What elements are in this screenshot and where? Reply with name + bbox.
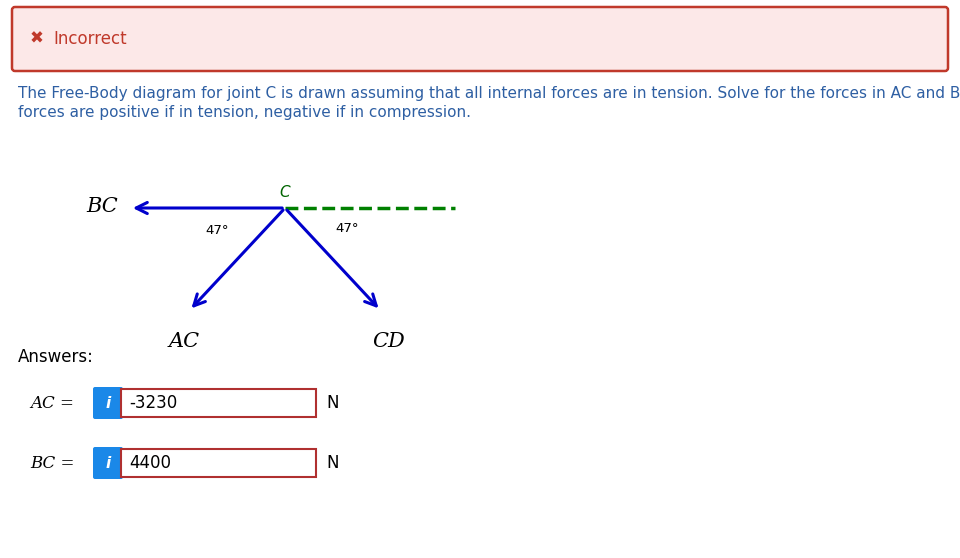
FancyBboxPatch shape [93, 447, 123, 479]
Text: Answers:: Answers: [18, 348, 94, 366]
Text: ✖: ✖ [30, 30, 44, 48]
Text: -3230: -3230 [129, 394, 178, 412]
FancyBboxPatch shape [121, 449, 316, 477]
Text: 47°: 47° [335, 222, 359, 234]
Text: 4400: 4400 [129, 454, 171, 472]
Text: N: N [326, 454, 339, 472]
Text: 47°: 47° [205, 224, 228, 237]
Text: AC: AC [169, 333, 200, 352]
Text: i: i [106, 396, 110, 411]
Text: forces are positive if in tension, negative if in compression.: forces are positive if in tension, negat… [18, 105, 471, 120]
Text: N: N [326, 394, 339, 412]
Text: Incorrect: Incorrect [53, 30, 127, 48]
Text: CD: CD [372, 333, 405, 352]
Text: i: i [106, 455, 110, 470]
FancyBboxPatch shape [121, 389, 316, 417]
Text: BC =: BC = [30, 455, 74, 472]
Text: BC: BC [86, 196, 118, 215]
FancyBboxPatch shape [12, 7, 948, 71]
Text: C: C [279, 185, 290, 200]
FancyBboxPatch shape [93, 387, 123, 419]
Text: AC =: AC = [30, 395, 74, 411]
Text: The Free-Body diagram for joint C is drawn assuming that all internal forces are: The Free-Body diagram for joint C is dra… [18, 86, 960, 101]
